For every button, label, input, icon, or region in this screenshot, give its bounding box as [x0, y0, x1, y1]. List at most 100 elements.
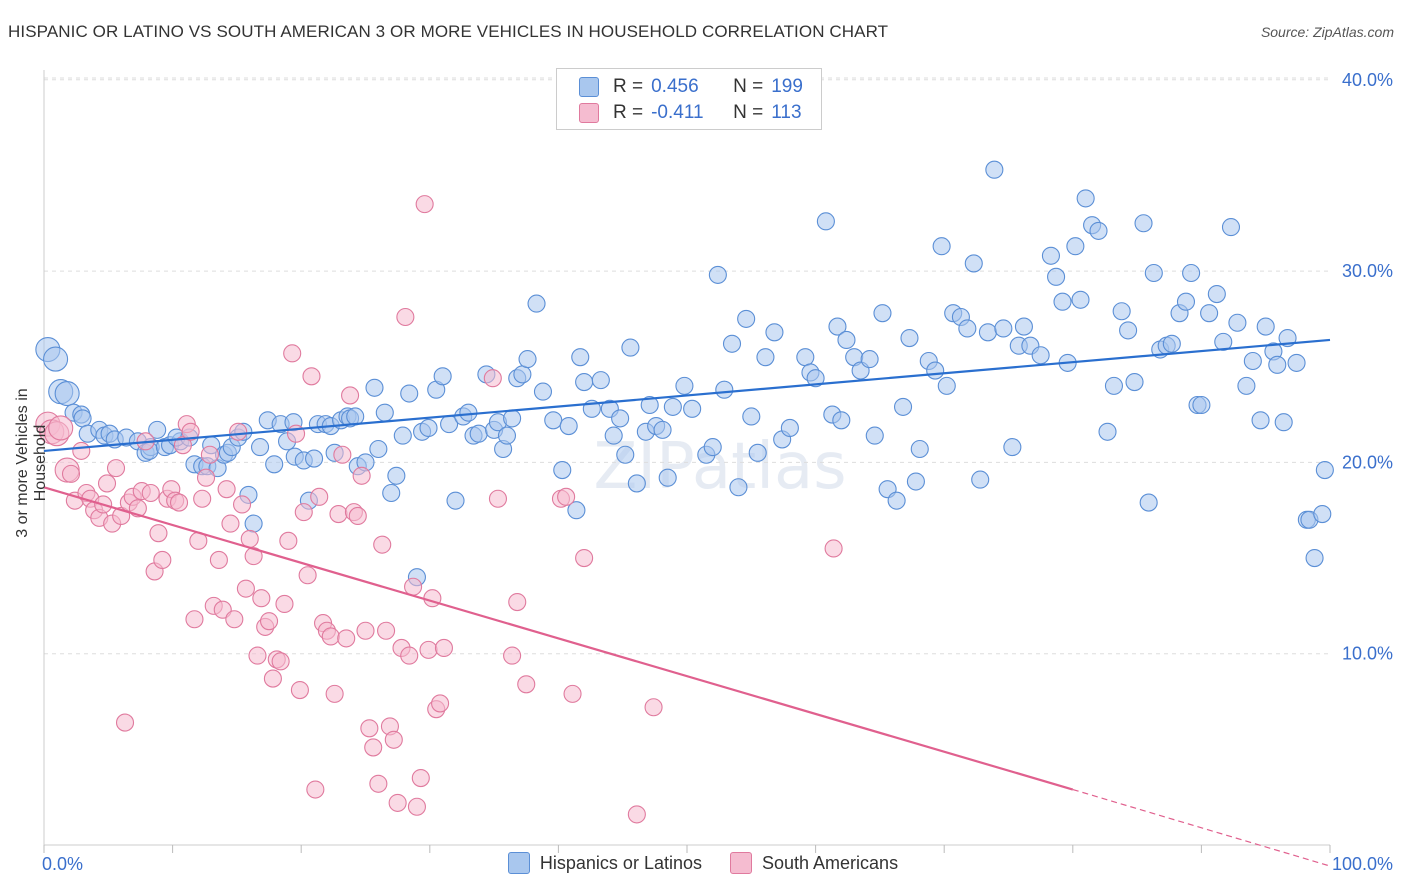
south-american-point [97, 474, 117, 493]
hispanic-point [1256, 317, 1275, 336]
hispanic-point [832, 411, 851, 430]
hispanic-point [715, 380, 734, 399]
hispanic-point [1104, 376, 1124, 395]
south-american-point [115, 713, 135, 732]
hispanic-point [469, 424, 488, 443]
chart-title: HISPANIC OR LATINO VS SOUTH AMERICAN 3 O… [8, 22, 889, 41]
south-american-point [196, 468, 216, 487]
hispanic-point [893, 397, 913, 416]
y-tick-label: 40.0% [1342, 70, 1393, 90]
hispanic-point [926, 361, 945, 380]
hispanic-point [1237, 376, 1256, 395]
south-american-point [221, 514, 240, 533]
hispanic-point [567, 501, 586, 520]
hispanic-point [1162, 334, 1181, 353]
hispanic-point [1066, 237, 1085, 256]
n-value: 113 [771, 102, 802, 123]
south-american-point [333, 445, 352, 464]
pink-swatch [579, 103, 599, 123]
hispanic-point [497, 426, 517, 445]
legend-row-hispanics: R = 0.456 N = 199 [579, 75, 803, 99]
hispanic-point [737, 309, 756, 328]
south-american-point [72, 441, 91, 460]
watermark: ZIPatlas [593, 430, 846, 504]
hispanic-point [1268, 355, 1287, 374]
r-label: R = [613, 76, 644, 97]
hispanic-point [1207, 284, 1226, 304]
south-american-point [185, 610, 204, 629]
hispanic-point [1119, 321, 1138, 340]
hispanic-point [1076, 189, 1095, 208]
hispanic-point [1200, 304, 1219, 323]
hispanic-point [1098, 422, 1117, 441]
hispanic-point [459, 403, 478, 422]
south-american-point [341, 386, 360, 405]
legend-row-south-americans: R = -0.411 N = 113 [579, 101, 802, 125]
south-american-point [356, 621, 375, 640]
south-american-point [200, 445, 219, 464]
hispanic-trend-line [43, 338, 1331, 453]
south-american-point [337, 629, 356, 648]
south-american-point [181, 422, 200, 441]
legend-label-hispanics: Hispanics or Latinos [539, 852, 702, 873]
south-american-point [61, 464, 81, 483]
south-american-point [488, 489, 508, 508]
hispanic-point [518, 350, 537, 369]
south-american-point [373, 535, 392, 554]
south-american-point [259, 612, 279, 631]
hispanic-point [1047, 267, 1066, 286]
hispanic-point [503, 409, 522, 428]
n-label: N = [733, 76, 764, 97]
south-american-point [503, 646, 522, 665]
hispanic-point [978, 323, 997, 342]
south-american-point [209, 550, 228, 570]
south-american-point [298, 566, 317, 585]
south-american-point [225, 610, 244, 629]
hispanic-point [446, 491, 465, 510]
y-tick-label: 10.0% [1342, 644, 1393, 664]
hispanic-point [1053, 292, 1072, 311]
south-american-point [419, 640, 438, 659]
hispanic-point [393, 426, 412, 445]
hispanic-point [250, 438, 270, 457]
y-tick-label: 20.0% [1342, 452, 1393, 472]
south-american-point [384, 730, 403, 749]
south-american-point [141, 483, 160, 503]
hispanic-point [1144, 263, 1163, 283]
south-american-point [271, 652, 290, 671]
hispanic-point [375, 403, 394, 422]
hispanic-point [365, 378, 384, 397]
south-american-point [411, 768, 430, 788]
south-american-point [290, 680, 309, 700]
hispanic-point [765, 323, 784, 342]
hispanic-point [663, 397, 682, 416]
hispanic-point [865, 426, 884, 445]
south-american-point [232, 495, 252, 514]
hispanic-point [748, 443, 767, 462]
hispanic-point [780, 418, 799, 438]
hispanic-point [1112, 302, 1131, 321]
hispanic-point [900, 328, 919, 348]
south-american-point [302, 367, 321, 386]
hispanic-point [708, 265, 727, 284]
south-american-point [508, 592, 527, 612]
hispanic-point [604, 426, 623, 445]
south-american-point [321, 627, 340, 646]
hispanic-point [1243, 351, 1262, 371]
south-american-point [329, 504, 348, 524]
south-american-point [483, 369, 502, 388]
hispanic-point [513, 365, 532, 384]
hispanic-point [828, 317, 847, 336]
south-american-point [236, 579, 255, 598]
hispanic-point [906, 472, 925, 491]
hispanic-point [806, 369, 825, 388]
hispanic-point [43, 346, 69, 372]
hispanic-point [244, 514, 263, 533]
hispanic-point [958, 319, 977, 338]
hispanic-point [653, 420, 672, 439]
n-label: N = [733, 102, 764, 123]
south-american-point [360, 719, 379, 738]
x-tick-label-min: 0.0% [42, 854, 83, 874]
south-american-point [244, 547, 263, 566]
r-value: 0.456 [651, 76, 699, 97]
